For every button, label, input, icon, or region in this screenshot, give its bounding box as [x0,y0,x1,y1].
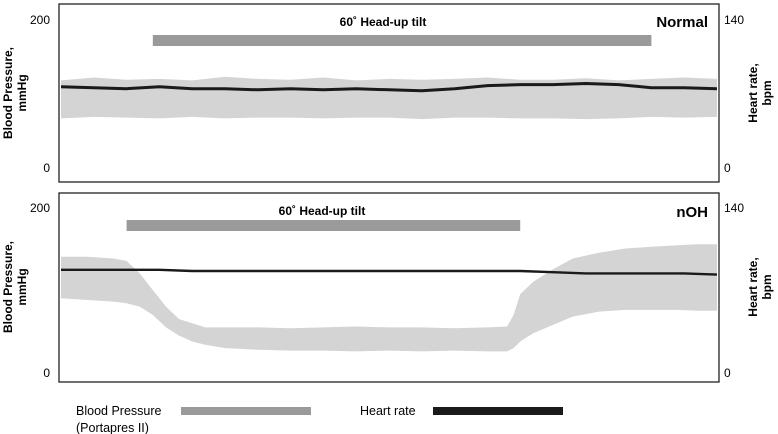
left-axis-label-unit: mmHg [15,74,29,111]
right-tick-label: 0 [724,161,731,175]
heart-rate-line [60,82,718,93]
left-tick-label: 0 [43,161,50,175]
right-axis-label-unit: bpm [760,80,774,105]
heart-rate-line [61,268,718,276]
tilt-label: 60˚ Head-up tilt [340,15,427,29]
right-axis-label-unit: bpm [760,274,774,299]
left-axis-label: Blood Pressure, [1,47,15,139]
left-axis-label: Blood Pressure, [1,241,15,333]
panel-frame [58,3,720,183]
left-tick-label: 200 [30,201,50,215]
right-axis-label: Heart rate, [746,257,760,316]
tilt-bar [126,220,521,231]
legend-hr-swatch [433,407,563,415]
blood-pressure-band [61,244,717,352]
legend-bp-swatch [181,407,311,415]
left-axis-label-unit: mmHg [15,268,29,305]
right-tick-label: 0 [724,366,731,380]
panel-label: nOH [676,204,708,221]
blood-pressure-band-group [61,244,717,352]
left-tick-label: 0 [43,366,50,380]
panel-frame [58,192,720,383]
tilt-bar [152,35,652,46]
legend-bp-sublabel: (Portapres II) [76,421,149,434]
right-tick-label: 140 [724,13,744,27]
panel-normal: 60˚ Head-up tilt Normal 200 0 140 0 Bloo… [1,3,774,183]
panel-label: Normal [656,14,708,31]
right-tick-label: 140 [724,201,744,215]
tilt-label: 60˚ Head-up tilt [279,204,366,218]
heart-rate-line-group [60,82,718,93]
heart-rate-line-group [61,268,718,276]
legend: Blood Pressure (Portapres II) Heart rate [76,404,563,434]
left-tick-label: 200 [30,13,50,27]
panel-noh: 60˚ Head-up tilt nOH 200 0 140 0 Blood P… [1,192,774,383]
legend-bp-label: Blood Pressure [76,404,162,418]
right-axis-label: Heart rate, [746,63,760,122]
legend-hr-label: Heart rate [360,404,416,418]
